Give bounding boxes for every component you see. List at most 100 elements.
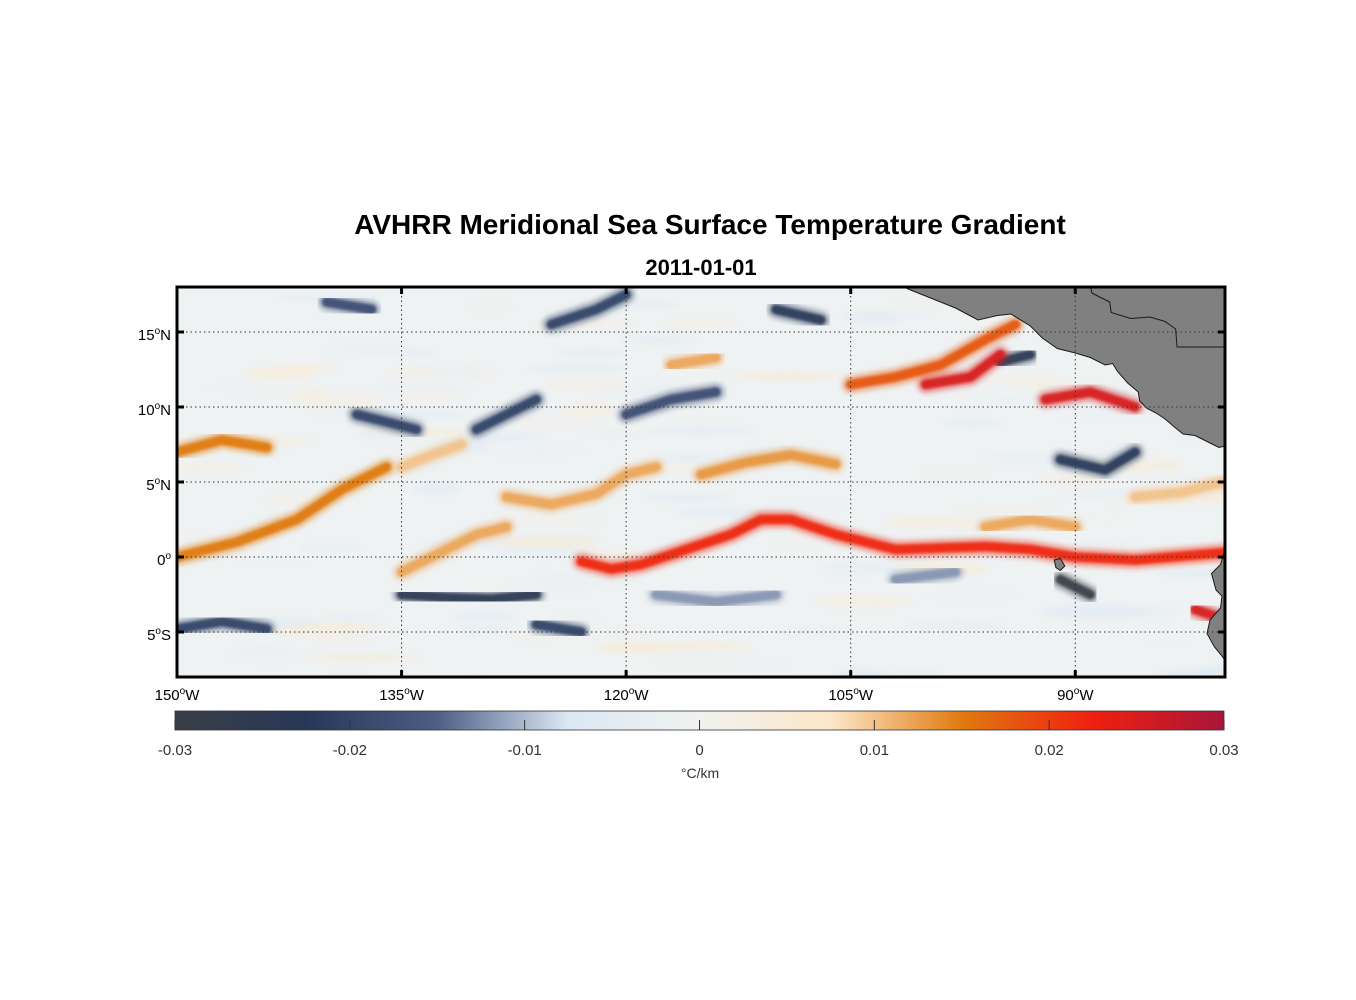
latitude-label: 15oN bbox=[138, 326, 171, 344]
longitude-label: 90oW bbox=[1057, 686, 1094, 704]
field-texture-patch bbox=[298, 621, 392, 628]
field-texture-patch bbox=[1037, 474, 1112, 486]
field-texture-patch bbox=[411, 483, 462, 495]
field-texture-patch bbox=[664, 641, 752, 652]
field-texture-patch bbox=[823, 565, 870, 580]
field-texture-patch bbox=[619, 334, 700, 345]
field-texture-patch bbox=[835, 669, 891, 677]
field-texture-patch bbox=[195, 571, 278, 582]
positive-gradient-band bbox=[846, 320, 1020, 389]
field-texture-patch bbox=[493, 536, 599, 548]
temperature-gradient-field bbox=[177, 287, 1225, 677]
latitude-label: 0o bbox=[157, 551, 171, 569]
colorbar: -0.03 -0.02 -0.01 0 0.01 0.02 0.03 °C/km bbox=[158, 710, 1239, 781]
caribbean-coast-land-mask bbox=[1090, 287, 1225, 348]
field-texture-patch bbox=[771, 537, 820, 548]
latitude-label: 5oN bbox=[146, 476, 171, 494]
field-texture-patch bbox=[778, 627, 857, 634]
graticule-grid bbox=[177, 287, 1225, 677]
field-texture-patch bbox=[925, 590, 1022, 601]
field-texture-patch bbox=[950, 506, 1052, 514]
negative-gradient-band bbox=[621, 387, 721, 419]
negative-gradient-band bbox=[531, 620, 586, 637]
field-texture-patch bbox=[198, 381, 283, 395]
negative-gradient-band bbox=[651, 590, 781, 607]
colorbar-tick-label: -0.03 bbox=[158, 742, 192, 759]
field-texture-patch bbox=[717, 651, 770, 662]
field-texture-patch bbox=[270, 484, 312, 497]
galapagos-island bbox=[1053, 557, 1066, 572]
central-america-land bbox=[902, 287, 1225, 449]
field-texture-patch bbox=[1057, 508, 1154, 522]
longitude-labels: 150oW 135oW 120oW 105oW 90oW bbox=[155, 686, 1095, 704]
latitude-label: 5oS bbox=[147, 626, 171, 644]
colorbar-tick-label: 0.03 bbox=[1209, 742, 1238, 759]
south-america-land bbox=[1206, 549, 1225, 677]
field-texture-patch bbox=[262, 495, 308, 505]
field-texture-patch bbox=[1078, 539, 1138, 546]
negative-gradient-band bbox=[397, 590, 541, 604]
field-texture-patch bbox=[570, 627, 662, 637]
negative-gradient-band bbox=[177, 617, 272, 634]
colorbar-unit-label: °C/km bbox=[681, 765, 719, 781]
positive-gradient-band bbox=[397, 440, 466, 472]
field-texture-patch bbox=[464, 301, 516, 313]
field-texture-patch bbox=[732, 372, 844, 381]
land-masses bbox=[902, 287, 1225, 677]
latitude-label: 10oN bbox=[138, 401, 171, 419]
field-texture-patch bbox=[545, 638, 605, 645]
field-texture-patch bbox=[647, 659, 744, 672]
field-texture-patch bbox=[642, 494, 733, 502]
positive-gradient-band bbox=[1130, 477, 1225, 502]
field-texture-patch bbox=[581, 430, 658, 438]
colorbar-ticks: -0.03 -0.02 -0.01 0 0.01 0.02 0.03 bbox=[158, 720, 1239, 759]
negative-gradient-band bbox=[891, 567, 960, 584]
field-texture-patch bbox=[969, 375, 1065, 383]
field-texture-patch bbox=[1101, 606, 1183, 617]
positive-gradient-band bbox=[1040, 387, 1140, 412]
field-texture-patch bbox=[392, 388, 465, 402]
positive-gradient-band bbox=[177, 435, 272, 457]
field-texture-patch bbox=[384, 366, 441, 379]
field-texture-patch bbox=[905, 619, 1007, 633]
field-texture-patch bbox=[596, 641, 681, 654]
field-texture-patch bbox=[231, 647, 297, 654]
colorbar-tick-label: 0 bbox=[695, 742, 703, 759]
field-texture-patch bbox=[495, 515, 606, 524]
field-texture-patch bbox=[222, 551, 317, 565]
field-texture-patch bbox=[558, 402, 621, 417]
field-texture-patch bbox=[943, 417, 1002, 428]
field-texture-patch bbox=[645, 425, 759, 436]
field-texture-patch bbox=[224, 652, 319, 665]
field-texture-patch bbox=[1142, 638, 1189, 646]
field-texture-patch bbox=[661, 316, 739, 331]
field-texture-patch bbox=[483, 445, 593, 457]
figure-subtitle: 2011-01-01 bbox=[645, 255, 756, 280]
field-texture-patch bbox=[244, 366, 317, 380]
field-texture-patch bbox=[1025, 497, 1087, 506]
field-texture-patch bbox=[451, 610, 515, 622]
field-texture-patch bbox=[836, 311, 937, 318]
field-texture-patch bbox=[1156, 569, 1225, 578]
positive-gradient-band bbox=[696, 450, 841, 479]
colorbar-tick-label: 0.01 bbox=[860, 742, 889, 759]
negative-gradient-band bbox=[471, 395, 541, 434]
field-texture-patch bbox=[177, 463, 253, 472]
positive-gradient-band bbox=[921, 350, 1005, 389]
field-texture-patch bbox=[456, 624, 512, 634]
negative-gradient-band bbox=[546, 290, 631, 329]
colorbar-tick-label: -0.02 bbox=[333, 742, 367, 759]
negative-gradient-band bbox=[771, 305, 826, 325]
field-texture-patch bbox=[547, 379, 628, 390]
negative-gradient-band bbox=[352, 410, 421, 434]
field-texture-patch bbox=[258, 390, 377, 399]
negative-gradient-band bbox=[995, 350, 1035, 367]
axis-ticks bbox=[175, 287, 1225, 677]
longitude-label: 150oW bbox=[155, 686, 201, 704]
field-texture-patch bbox=[911, 466, 1001, 476]
field-texture-patch bbox=[961, 397, 1049, 405]
positive-gradient-band bbox=[981, 515, 1080, 532]
map-panel: 15oN 10oN 5oN 0o 5oS 150oW 135oW 120oW 105oW 90o… bbox=[138, 285, 1227, 704]
